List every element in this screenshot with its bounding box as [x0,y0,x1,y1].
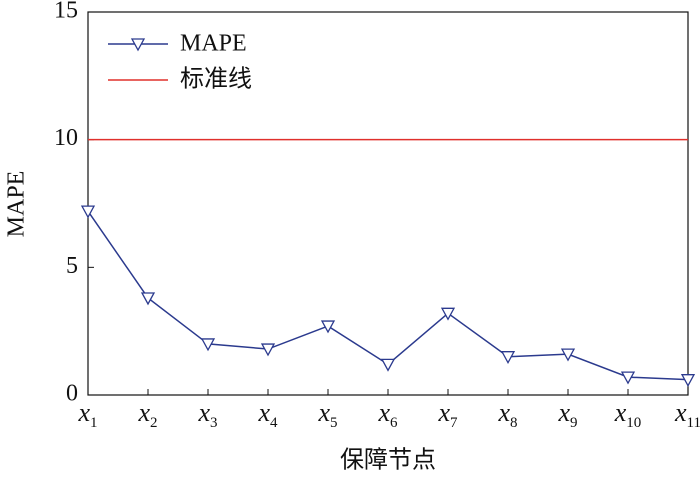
plot-frame [87,11,689,396]
marker [380,358,396,372]
x-tick-label: x6 [377,398,398,431]
marker [560,348,576,362]
x-tick-label: x2 [137,398,157,431]
y-tick-label: 10 [54,125,78,151]
x-tick-label: x9 [557,398,577,431]
marker [320,320,336,334]
y-tick-label: 0 [66,381,78,407]
x-tick-label: x10 [614,398,642,431]
marker [140,292,156,306]
x-axis-label: 保障节点 [340,447,436,474]
y-axis-label: MAPE [4,171,30,238]
marker [620,371,636,385]
y-tick-label: 15 [54,0,78,24]
marker [200,338,216,352]
legend-marker [130,38,146,52]
series-line [87,210,689,381]
legend-label: 标准线 [180,66,252,93]
y-tick-label: 5 [66,253,78,279]
marker [440,307,456,321]
x-tick-label: x11 [674,398,700,431]
x-tick-label: x1 [77,398,97,431]
legend-label: MAPE [180,31,247,57]
x-tick-label: x5 [317,398,337,431]
x-tick-label: x4 [257,398,278,431]
marker [680,374,696,388]
x-tick-label: x8 [497,398,517,431]
marker [260,343,276,357]
x-tick-label: x3 [197,398,217,431]
marker [80,205,96,219]
marker [500,351,516,365]
x-tick-label: x7 [437,398,458,431]
